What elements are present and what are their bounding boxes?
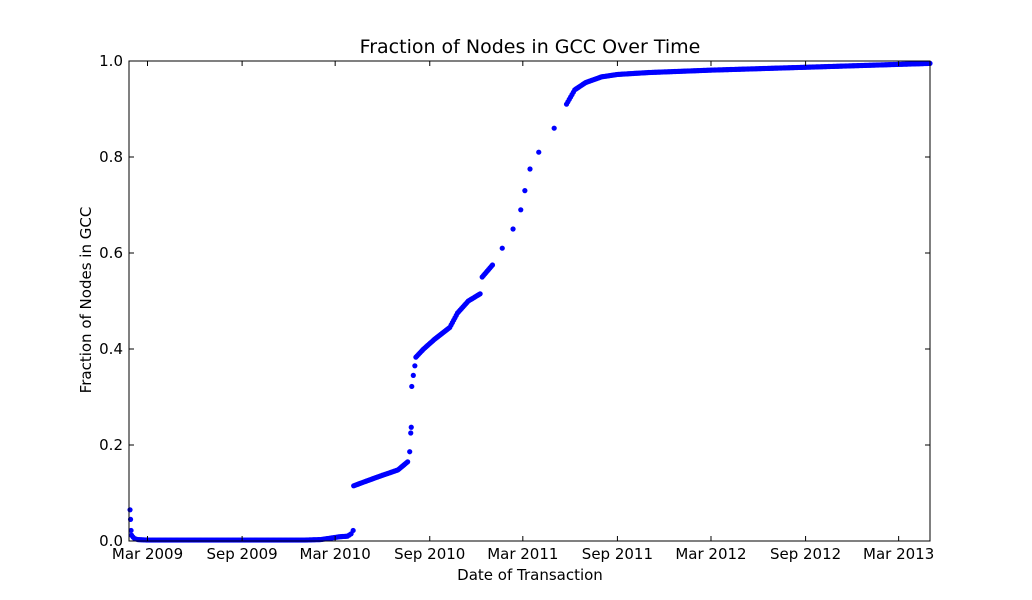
x-tick-label: Mar 2009	[112, 545, 183, 563]
data-point	[477, 291, 483, 297]
x-tick-label: Sep 2010	[394, 545, 465, 563]
plot-area-frame	[128, 60, 931, 542]
data-point	[350, 527, 356, 534]
x-tick-label: Sep 2009	[206, 545, 277, 563]
y-tick-label: 0.2	[99, 436, 123, 454]
x-tick-label: Mar 2011	[487, 545, 558, 563]
data-point	[408, 424, 414, 430]
data-points	[127, 60, 933, 543]
y-tick-label: 0.8	[99, 148, 123, 166]
data-point	[522, 188, 528, 194]
chart-title: Fraction of Nodes in GCC Over Time	[360, 36, 701, 58]
x-tick-label: Sep 2012	[770, 545, 841, 563]
data-point	[489, 262, 496, 268]
data-point	[127, 507, 133, 513]
y-tick-label: 0.6	[99, 244, 123, 262]
y-tick-label: 1.0	[99, 52, 123, 70]
data-point	[407, 449, 413, 455]
data-point	[410, 372, 416, 378]
data-point	[551, 125, 557, 131]
y-axis: 0.0 0.2 0.4 0.6 0.8 1.0	[99, 52, 930, 550]
data-point	[527, 166, 533, 172]
data-point	[412, 363, 418, 369]
y-tick-label: 0.4	[99, 340, 123, 358]
data-point	[499, 245, 505, 251]
y-axis-label: Fraction of Nodes in GCC	[77, 207, 95, 394]
data-point	[518, 207, 524, 213]
data-point	[409, 383, 415, 390]
data-point	[536, 149, 542, 155]
x-tick-label: Mar 2012	[675, 545, 746, 563]
data-point	[128, 527, 134, 534]
y-tick-label: 0.0	[99, 532, 123, 550]
x-tick-label: Mar 2010	[300, 545, 371, 563]
x-tick-label: Sep 2011	[582, 545, 653, 563]
data-point	[510, 226, 516, 232]
x-axis-label: Date of Transaction	[457, 566, 603, 584]
data-point	[405, 459, 411, 465]
x-tick-label: Mar 2013	[863, 545, 934, 563]
x-axis: Mar 2009 Sep 2009 Mar 2010 Sep 2010 Mar 2011…	[112, 61, 934, 563]
data-point	[408, 430, 414, 436]
